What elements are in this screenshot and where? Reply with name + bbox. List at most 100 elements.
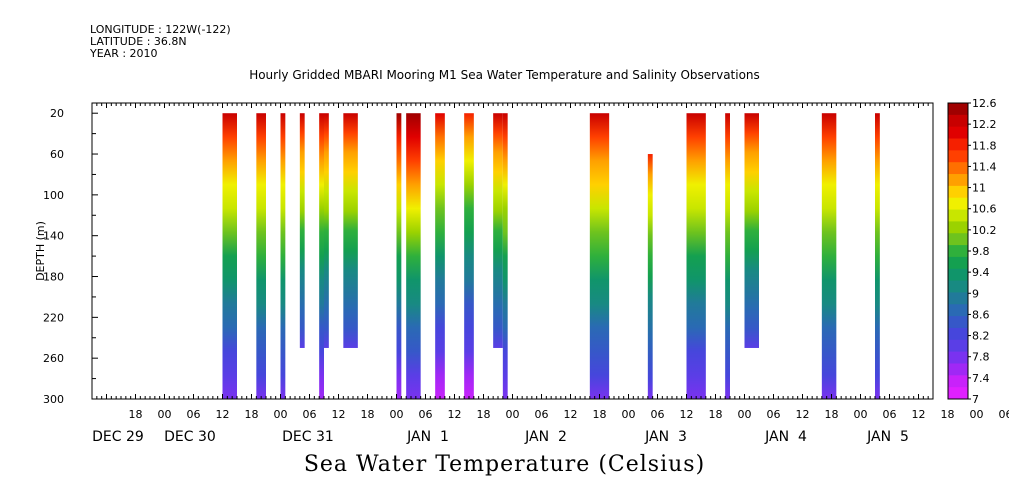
x-day-label: JAN 2	[524, 429, 567, 445]
x-hour-label: 18	[941, 408, 955, 421]
colorbar-swatch	[948, 233, 968, 246]
data-segment	[299, 113, 305, 348]
x-hour-label: 12	[796, 408, 810, 421]
x-hour-label: 06	[999, 408, 1009, 421]
colorbar-label: 9.8	[972, 245, 990, 258]
colorbar-label: 7.4	[972, 372, 990, 385]
data-segment	[647, 154, 653, 399]
colorbar-swatch	[948, 304, 968, 317]
colorbar-swatch	[948, 103, 968, 116]
x-day-label: DEC 31	[282, 429, 334, 445]
x-hour-label: 18	[129, 408, 143, 421]
y-tick-label: 260	[43, 352, 64, 365]
x-hour-label: 18	[245, 408, 259, 421]
x-hour-label: 00	[970, 408, 984, 421]
x-hour-label: 06	[883, 408, 897, 421]
x-axis: 18 00 06 12 18 00 06 12 18 00 06 12 18 00 06 12 18 00 06 12…	[91, 103, 1009, 445]
data-segment	[875, 113, 880, 399]
colorbar-label: 12.2	[972, 118, 997, 131]
colorbar-label: 9	[972, 287, 979, 300]
colorbar-swatch	[948, 327, 968, 341]
colorbar-swatch	[948, 209, 968, 222]
x-axis-label: Sea Water Temperature (Celsius)	[303, 452, 706, 477]
x-hour-label: 00	[622, 408, 636, 421]
x-hour-label: 06	[419, 408, 433, 421]
y-tick-label: 220	[43, 311, 64, 324]
data-segments	[222, 113, 880, 399]
colorbar-swatch	[948, 174, 968, 187]
y-tick-label: 20	[50, 107, 64, 120]
data-segment	[406, 113, 421, 399]
colorbar-label: 8.6	[972, 308, 990, 321]
data-segment	[343, 113, 358, 348]
x-hour-label: 06	[187, 408, 201, 421]
colorbar-swatch	[948, 387, 968, 400]
y-tick-label: 180	[43, 271, 64, 284]
x-hour-label: 18	[825, 408, 839, 421]
x-hour-label: 06	[767, 408, 781, 421]
colorbar-label: 8.2	[972, 330, 990, 343]
colorbar-swatch	[948, 114, 968, 128]
y-tick-label: 300	[43, 393, 64, 406]
y-axis-label: DEPTH (m)	[34, 221, 47, 281]
data-segment	[502, 113, 508, 399]
data-segment	[435, 113, 445, 399]
longitude-label: LONGITUDE : 122W(-122)	[90, 23, 231, 36]
data-segment	[589, 113, 610, 399]
colorbar-swatch	[948, 268, 968, 282]
data-segment	[280, 113, 286, 399]
colorbar-swatch	[948, 150, 968, 163]
x-day-label: DEC 30	[164, 429, 216, 445]
colorbar-label: 11	[972, 182, 986, 195]
x-hour-label: 12	[680, 408, 694, 421]
x-hour-label: 12	[564, 408, 578, 421]
x-hour-label: 00	[854, 408, 868, 421]
x-hour-label: 18	[477, 408, 491, 421]
x-hour-label: 06	[651, 408, 665, 421]
x-day-label: JAN 4	[764, 429, 807, 445]
x-hour-label: 00	[274, 408, 288, 421]
data-segment	[493, 113, 503, 348]
colorbar-label: 10.2	[972, 224, 997, 237]
x-hour-label: 00	[158, 408, 172, 421]
colorbar-label: 7.8	[972, 351, 990, 364]
colorbar-swatch	[948, 245, 968, 258]
y-tick-label: 100	[43, 189, 64, 202]
colorbar-swatch	[948, 351, 968, 364]
colorbar-label: 9.4	[972, 266, 990, 279]
x-hour-label: 12	[448, 408, 462, 421]
colorbar-swatch	[948, 126, 968, 140]
x-hour-label: 12	[216, 408, 230, 421]
x-day-label: JAN 1	[406, 429, 449, 445]
data-segment	[464, 113, 474, 399]
y-tick-label: 140	[43, 230, 64, 243]
x-day-label: JAN 3	[644, 429, 687, 445]
colorbar-swatch	[948, 280, 968, 293]
x-hour-label: 00	[506, 408, 520, 421]
x-day-label: DEC 29	[92, 429, 144, 445]
data-segment	[324, 113, 329, 348]
x-hour-label: 00	[738, 408, 752, 421]
colorbar-label: 7	[972, 393, 979, 406]
data-segment	[256, 113, 266, 399]
x-hour-label: 18	[709, 408, 723, 421]
x-day-label: JAN 5	[866, 429, 909, 445]
data-segment	[222, 113, 237, 399]
y-tick-label: 60	[50, 148, 64, 161]
data-segment	[319, 113, 324, 399]
data-segment	[686, 113, 706, 399]
colorbar-swatch	[948, 185, 968, 199]
x-hour-label: 06	[303, 408, 317, 421]
colorbar-swatch	[948, 316, 968, 329]
chart-title: Hourly Gridded MBARI Mooring M1 Sea Wate…	[249, 68, 760, 82]
latitude-label: LATITUDE : 36.8N	[90, 35, 187, 48]
data-segment	[744, 113, 759, 348]
colorbar-swatch	[948, 256, 968, 270]
x-hour-label: 06	[535, 408, 549, 421]
x-hour-label: 00	[390, 408, 404, 421]
colorbar: 12.6 12.2 11.8 11.4 11 10.6 10.2 9.8 9.4 9 8.6 8.2 7…	[947, 97, 997, 406]
x-hour-label: 18	[361, 408, 375, 421]
colorbar-label: 12.6	[972, 97, 997, 110]
colorbar-swatch	[948, 138, 968, 151]
